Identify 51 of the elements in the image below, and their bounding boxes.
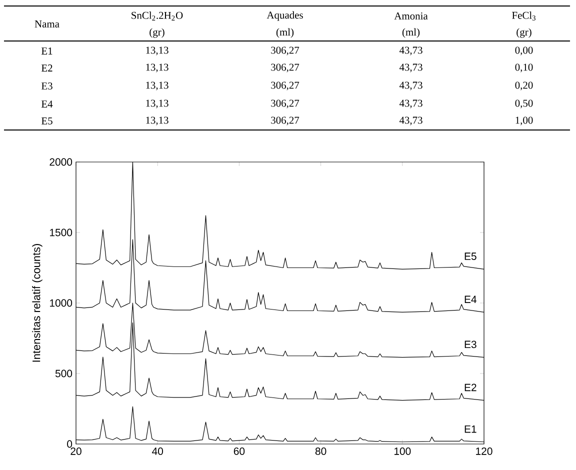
text: 13,13 bbox=[146, 82, 168, 90]
x-tick-label: 20 bbox=[70, 448, 82, 455]
y-tick-label: 1000 bbox=[50, 299, 72, 307]
text: Amonia bbox=[394, 12, 428, 20]
text: 43,73 bbox=[399, 46, 422, 56]
series-label: E3 bbox=[464, 340, 476, 348]
text: 43,73 bbox=[399, 100, 422, 108]
text: 0,00 bbox=[515, 46, 533, 56]
text: E1 bbox=[41, 48, 52, 54]
text: (ml) bbox=[276, 28, 294, 38]
text: Aquades bbox=[266, 11, 303, 21]
series-label: E4 bbox=[464, 296, 476, 303]
text: 13,13 bbox=[146, 116, 168, 126]
x-tick-label: 120 bbox=[476, 448, 492, 455]
x-tick-label: 60 bbox=[234, 448, 245, 455]
text: 306,27 bbox=[271, 116, 300, 126]
text: 306,27 bbox=[271, 100, 300, 108]
text: SnCl$_{2}$.2H$_{2}$O bbox=[132, 12, 183, 20]
text: E4 bbox=[41, 100, 53, 108]
text: 43,73 bbox=[399, 116, 422, 126]
text: (gr) bbox=[150, 28, 164, 38]
x-tick-label: 40 bbox=[152, 448, 164, 455]
text: 43,73 bbox=[399, 82, 422, 90]
x-tick-label: 80 bbox=[315, 448, 326, 455]
text: 306,27 bbox=[271, 64, 300, 72]
text: Nama bbox=[34, 20, 60, 28]
text: 306,27 bbox=[271, 82, 300, 90]
text: FeCl$_{3}$ bbox=[512, 12, 536, 20]
text: 306,27 bbox=[271, 46, 300, 56]
text: 1,00 bbox=[516, 116, 533, 126]
y-tick-label: 500 bbox=[55, 370, 72, 378]
text: 13,13 bbox=[146, 100, 168, 108]
text: 0,20 bbox=[515, 82, 533, 90]
text: (gr) bbox=[516, 28, 532, 38]
series-label: E5 bbox=[464, 252, 476, 260]
series-label: E1 bbox=[464, 426, 476, 433]
text: E2 bbox=[41, 64, 52, 72]
y-tick-label: 0 bbox=[67, 440, 72, 448]
x-tick-label: 100 bbox=[394, 448, 411, 455]
text: E3 bbox=[41, 82, 52, 90]
y-axis-title: Intensitas relatif (counts) bbox=[32, 244, 42, 362]
y-tick-label: 2000 bbox=[50, 158, 72, 166]
text: E5 bbox=[41, 118, 52, 124]
text: (ml) bbox=[402, 28, 420, 38]
text: 13,13 bbox=[146, 64, 168, 72]
series-label: E2 bbox=[464, 384, 476, 392]
y-tick-label: 1500 bbox=[50, 228, 72, 236]
text: 43,73 bbox=[399, 64, 422, 72]
text: 13,13 bbox=[146, 46, 168, 56]
text: 0,10 bbox=[515, 64, 533, 72]
text: 0,50 bbox=[515, 100, 533, 108]
